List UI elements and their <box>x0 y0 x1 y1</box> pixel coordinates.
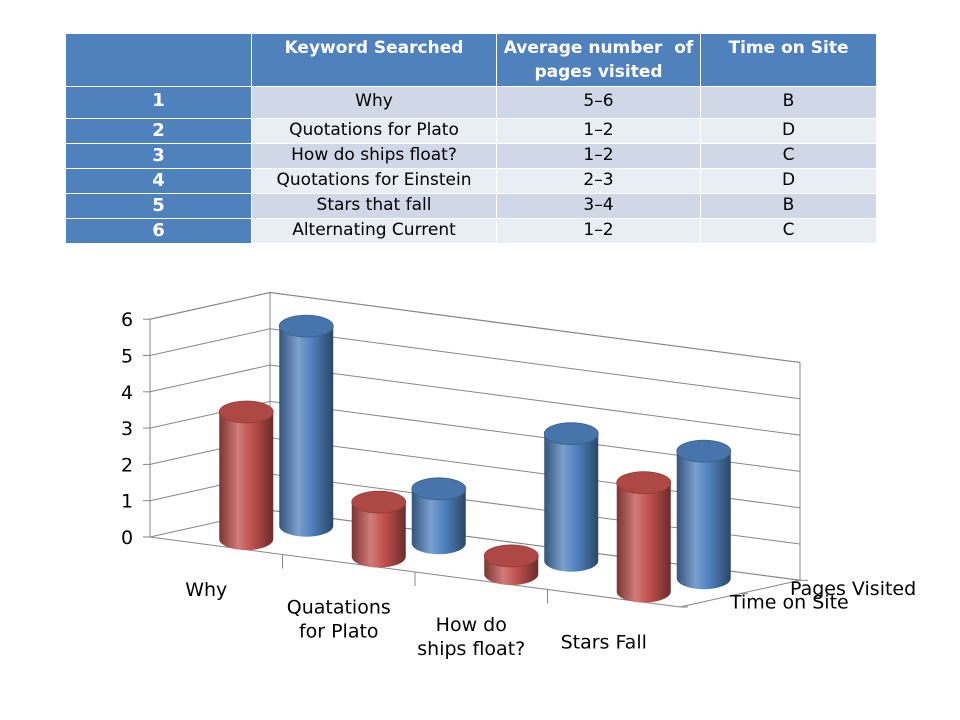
cylinder-body <box>676 451 731 590</box>
gridline <box>149 364 801 436</box>
y-tick-label: 0 <box>121 527 133 549</box>
series-label: Pages Visited <box>790 578 916 600</box>
row-number: 3 <box>65 143 252 169</box>
x-category-line: Stars Fall <box>561 631 647 653</box>
series-label: Time on Site <box>729 591 849 613</box>
row-number: 5 <box>65 193 252 219</box>
x-category-label: How do ships float? <box>417 614 525 660</box>
y-tick-label: 5 <box>121 346 133 368</box>
row-keyword: Quotations for Einstein <box>251 168 497 194</box>
bar-time-on-site <box>218 400 274 551</box>
x-category-line: How do <box>436 614 507 636</box>
bar-pages-visited <box>543 422 599 572</box>
keyword-table: Keyword Searched Average number of pages… <box>65 33 877 244</box>
row-pages: 5–6 <box>496 86 701 119</box>
cylinder-body <box>544 433 599 572</box>
header-cell-pages: Average number of pages visited <box>496 33 701 87</box>
x-category-line: Why <box>185 579 227 601</box>
cylinder-top <box>218 400 274 424</box>
x-category-line: Quatations <box>287 596 391 618</box>
cylinder-top <box>483 544 539 568</box>
y-tick-label: 1 <box>121 491 133 513</box>
table-row: 2 Quotations for Plato 1–2 D <box>65 118 877 144</box>
bar-time-on-site <box>483 544 539 586</box>
bar-pages-visited <box>278 314 334 537</box>
bar-pages-visited <box>676 439 732 590</box>
row-number: 6 <box>65 218 252 244</box>
gridline <box>149 328 801 400</box>
y-tick-label: 2 <box>121 454 133 476</box>
chart-bars <box>218 314 732 603</box>
row-time: D <box>700 118 877 144</box>
cylinder-body <box>351 502 406 568</box>
row-keyword: Quotations for Plato <box>251 118 497 144</box>
row-pages: 2–3 <box>496 168 701 194</box>
y-tick-label: 4 <box>121 382 133 404</box>
header-pages-line-1: Average number of <box>503 38 694 58</box>
cylinder-top <box>543 422 599 446</box>
header-cell-blank <box>65 33 252 87</box>
bar-time-on-site <box>351 490 407 568</box>
row-keyword: How do ships float? <box>251 143 497 169</box>
chart-labels: 0 1 2 3 4 5 6 Why Quatations for Plato How do ships… <box>121 309 916 660</box>
cylinder-body <box>411 488 466 555</box>
x-category-line: for Plato <box>299 620 379 642</box>
gridline <box>149 291 801 363</box>
cylinder-top <box>411 477 467 501</box>
row-keyword: Alternating Current <box>251 218 497 244</box>
row-pages: 1–2 <box>496 218 701 244</box>
header-pages-line-2: pages visited <box>534 62 663 82</box>
cylinder-body <box>616 482 671 603</box>
gridline <box>149 400 801 472</box>
row-time: C <box>700 218 877 244</box>
row-time: B <box>700 193 877 219</box>
table-header-row: Keyword Searched Average number of pages… <box>65 33 877 87</box>
cylinder-top <box>351 490 407 514</box>
row-keyword: Stars that fall <box>251 193 497 219</box>
cylinder-top <box>616 471 672 495</box>
row-pages: 1–2 <box>496 143 701 169</box>
x-category-label: Stars Fall <box>561 631 647 653</box>
x-category-line: ships float? <box>417 638 525 660</box>
cylinder-top <box>278 314 334 338</box>
row-keyword: Why <box>251 86 497 119</box>
row-number: 1 <box>65 86 252 119</box>
bar-time-on-site <box>616 471 672 603</box>
x-category-label: Quatations for Plato <box>287 596 391 642</box>
table-row: 6 Alternating Current 1–2 C <box>65 218 877 244</box>
cylinder-top <box>676 439 732 463</box>
bar-pages-visited <box>411 477 467 555</box>
x-category-label: Why <box>185 579 227 601</box>
row-pages: 1–2 <box>496 118 701 144</box>
cylinder-body <box>219 412 274 551</box>
cylinder-body <box>279 326 334 537</box>
header-cell-time: Time on Site <box>700 33 877 87</box>
y-tick-label: 6 <box>121 309 133 331</box>
y-tick-label: 3 <box>121 418 133 440</box>
table-row: 5 Stars that fall 3–4 B <box>65 193 877 219</box>
